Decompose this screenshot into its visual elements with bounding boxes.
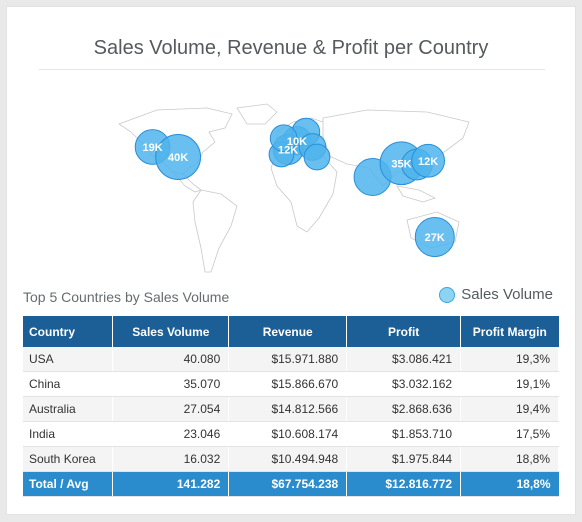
world-map[interactable]: 19K 40K 10K 12K 35K 12K 27K: [97, 102, 497, 277]
cell-sales: 23.046: [112, 421, 230, 447]
table-row[interactable]: India 23.046 $10.608.174 $1.853.710 17,5…: [23, 421, 559, 447]
cell-revenue: $10.608.174: [228, 421, 348, 447]
cell-sales: 40.080: [112, 347, 230, 372]
legend-label: Sales Volume: [461, 286, 553, 303]
map-bubble-label: 10K: [287, 136, 307, 148]
map-bubble-label: 27K: [425, 232, 445, 244]
table-header-row: Country Sales Volume Revenue Profit Prof…: [23, 316, 559, 347]
cell-revenue: $10.494.948: [228, 446, 348, 472]
dashboard-card: Sales Volume, Revenue & Profit per Count…: [6, 6, 576, 515]
land-southeast-asia: [396, 185, 437, 203]
table-row[interactable]: USA 40.080 $15.971.880 $3.086.421 19,3%: [23, 347, 559, 372]
cell-sales: 16.032: [112, 446, 230, 472]
title-divider: [39, 69, 545, 70]
land-south-america: [192, 189, 238, 273]
land-greenland: [236, 103, 278, 125]
footer-label: Total / Avg: [23, 471, 114, 497]
map-bubble-label: 12K: [418, 156, 438, 168]
map-bubble[interactable]: [411, 143, 446, 178]
cell-margin: 19,3%: [460, 347, 559, 372]
map-bubble[interactable]: [303, 143, 331, 171]
table-footer-row: Total / Avg 141.282 $67.754.238 $12.816.…: [23, 471, 559, 497]
cell-profit: $1.975.844: [346, 446, 462, 472]
map-bubble[interactable]: [269, 124, 298, 153]
header-sales-volume[interactable]: Sales Volume: [112, 316, 230, 347]
table-row[interactable]: South Korea 16.032 $10.494.948 $1.975.84…: [23, 446, 559, 472]
cell-margin: 18,8%: [460, 446, 559, 472]
cell-sales: 35.070: [112, 371, 230, 397]
table-row[interactable]: Australia 27.054 $14.812.566 $2.868.636 …: [23, 396, 559, 422]
footer-revenue: $67.754.238: [228, 471, 348, 497]
cell-profit: $3.086.421: [346, 347, 462, 372]
legend-marker: [439, 286, 456, 303]
legend[interactable]: Sales Volume: [439, 286, 553, 303]
footer-margin: 18,8%: [460, 471, 559, 497]
cell-sales: 27.054: [112, 396, 230, 422]
header-country[interactable]: Country: [23, 316, 114, 347]
page-title: Sales Volume, Revenue & Profit per Count…: [93, 37, 489, 59]
cell-country: South Korea: [23, 446, 114, 472]
cell-margin: 19,4%: [460, 396, 559, 422]
cell-country: India: [23, 421, 114, 447]
map-bubble-label: 40K: [168, 152, 188, 164]
cell-revenue: $15.971.880: [228, 347, 348, 372]
cell-revenue: $15.866.670: [228, 371, 348, 397]
cell-country: Australia: [23, 396, 114, 422]
map-bubble[interactable]: [155, 134, 202, 180]
map-bubble-label: 19K: [142, 142, 162, 154]
header-revenue[interactable]: Revenue: [228, 316, 348, 347]
cell-revenue: $14.812.566: [228, 396, 348, 422]
footer-sales: 141.282: [112, 471, 230, 497]
table-subtitle: Top 5 Countries by Sales Volume: [23, 289, 230, 305]
cell-profit: $1.853.710: [346, 421, 462, 447]
footer-profit: $12.816.772: [346, 471, 462, 497]
header-profit-margin[interactable]: Profit Margin: [460, 316, 559, 347]
header-profit[interactable]: Profit: [346, 316, 462, 347]
cell-profit: $3.032.162: [346, 371, 462, 397]
map-bubble-label: 12K: [278, 145, 298, 157]
cell-country: China: [23, 371, 114, 397]
cell-margin: 19,1%: [460, 371, 559, 397]
map-bubble[interactable]: [414, 216, 455, 258]
map-bubble-label: 35K: [391, 158, 411, 170]
cell-profit: $2.868.636: [346, 396, 462, 422]
top-countries-table: Country Sales Volume Revenue Profit Prof…: [23, 316, 559, 497]
table-row[interactable]: China 35.070 $15.866.670 $3.032.162 19,1…: [23, 371, 559, 397]
cell-country: USA: [23, 347, 114, 372]
cell-margin: 17,5%: [460, 421, 559, 447]
